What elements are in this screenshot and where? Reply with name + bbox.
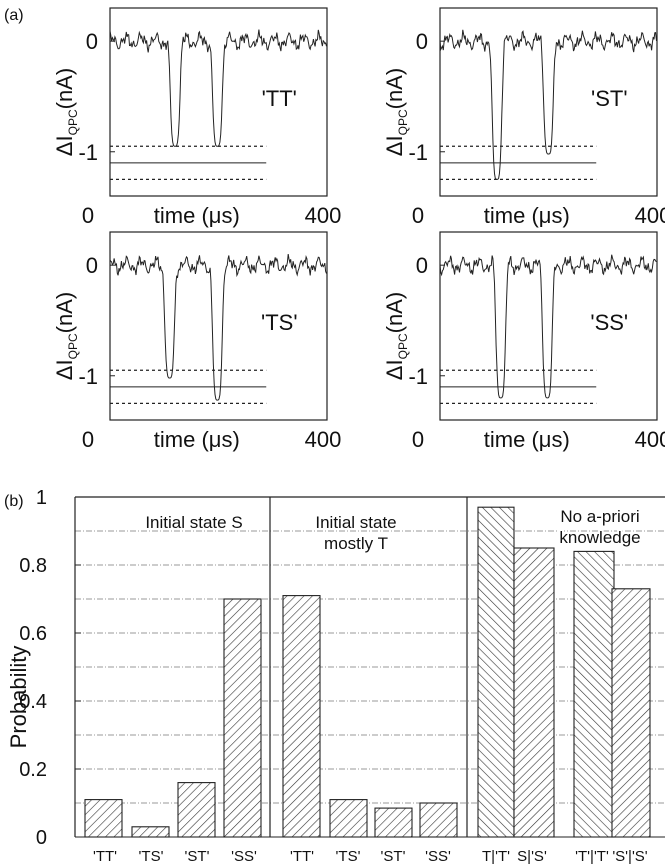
y-axis-label: ΔIQPC(nA) <box>382 292 410 380</box>
y-tick-label: -1 <box>78 140 98 165</box>
bar-group-2: 'TT' 'TS' 'ST' 'SS' Initial state mostly T <box>282 513 458 865</box>
x-axis-label: time (μs) <box>484 203 570 228</box>
plot-frame <box>439 7 658 197</box>
category-label: 'TS' <box>139 848 164 865</box>
panel-label-b: (b) <box>4 493 24 510</box>
trace-panel-4: 0 -1 0 400 time (μs) ΔIQPC(nA) 'SS' <box>382 231 665 452</box>
current-trace <box>439 254 657 399</box>
category-label: 'SS' <box>231 848 257 865</box>
category-label: 'ST' <box>185 848 210 865</box>
group-title: mostly T <box>324 534 388 553</box>
y-axis-label: Probability <box>6 646 31 749</box>
x-tick-label: 0 <box>412 427 424 452</box>
y-axis-label-main: ΔI <box>52 135 77 156</box>
x-tick-label: 400 <box>305 203 342 228</box>
trace-label: 'TT' <box>262 86 297 111</box>
bar <box>131 826 170 838</box>
current-trace <box>109 254 327 401</box>
y-axis-label-unit: (nA) <box>382 68 407 110</box>
y-tick-label: -1 <box>408 364 428 389</box>
y-axis-label: ΔIQPC(nA) <box>52 292 80 380</box>
y-axis-label-unit: (nA) <box>52 292 77 334</box>
bar-group-3: T|'T' S|'S' 'T'|'T' 'S'|'S' No a-priori knowl… <box>477 506 651 865</box>
x-axis-label: time (μs) <box>484 427 570 452</box>
bar <box>84 799 123 838</box>
y-tick-label: 1 <box>36 487 47 509</box>
plot-frame <box>109 231 328 421</box>
trace-panel-3: 0 -1 0 400 time (μs) ΔIQPC(nA) 'TS' <box>52 231 342 452</box>
x-tick-label: 0 <box>412 203 424 228</box>
x-tick-label: 400 <box>305 427 342 452</box>
x-tick-label: 400 <box>635 203 665 228</box>
y-axis-label-sub: QPC <box>66 333 80 359</box>
bar <box>477 506 515 838</box>
y-tick-label: 0.8 <box>19 555 47 577</box>
y-axis-label-unit: (nA) <box>52 68 77 110</box>
y-axis-label-main: ΔI <box>382 359 407 380</box>
probability-bar-chart: 0 0.2 0.4 0.6 0.8 1 Probability 'TT' 'TS' 'ST' 'SS… <box>6 487 665 865</box>
plot-frame <box>109 7 328 197</box>
bar <box>611 588 651 838</box>
bar <box>223 598 262 838</box>
category-label: S|'S' <box>517 848 547 865</box>
category-label: 'TT' <box>290 848 314 865</box>
y-axis-label-sub: QPC <box>396 109 410 135</box>
bar <box>374 807 413 838</box>
trace-label: 'ST' <box>591 86 628 111</box>
group-title: Initial state <box>315 513 396 532</box>
group-title: knowledge <box>559 528 640 547</box>
bar <box>573 550 615 838</box>
category-label: 'T'|'T' <box>575 848 609 865</box>
current-trace <box>109 29 327 147</box>
group-title: No a-priori <box>560 507 639 526</box>
y-tick-label: 0 <box>86 29 98 54</box>
x-tick-label: 400 <box>635 427 665 452</box>
y-axis-label-sub: QPC <box>66 109 80 135</box>
trace-label: 'SS' <box>590 310 628 335</box>
x-tick-label: 0 <box>82 427 94 452</box>
y-axis-label: ΔIQPC(nA) <box>382 68 410 156</box>
y-tick-label: 0 <box>416 29 428 54</box>
category-label: 'ST' <box>381 848 406 865</box>
bar-group-1: 'TT' 'TS' 'ST' 'SS' Initial state S <box>84 513 262 865</box>
y-tick-label: 0 <box>86 253 98 278</box>
y-tick-label: -1 <box>408 140 428 165</box>
y-axis-label-sub: QPC <box>396 333 410 359</box>
y-axis-label-unit: (nA) <box>382 292 407 334</box>
y-tick-label: -1 <box>78 364 98 389</box>
category-label: 'TT' <box>93 848 117 865</box>
category-label: 'S'|'S' <box>612 848 647 865</box>
current-trace <box>439 29 657 180</box>
group-title: Initial state S <box>145 513 242 532</box>
x-axis-label: time (μs) <box>154 427 240 452</box>
category-label: T|'T' <box>482 848 510 865</box>
y-axis-label: ΔIQPC(nA) <box>52 68 80 156</box>
bar <box>282 595 321 838</box>
trace-panel-2: 0 -1 0 400 time (μs) ΔIQPC(nA) 'ST' <box>382 7 665 228</box>
trace-label: 'TS' <box>261 310 298 335</box>
bar <box>419 802 458 838</box>
panel-label-a: (a) <box>4 7 24 24</box>
y-tick-label: 0 <box>36 827 47 849</box>
y-tick-label: 0.6 <box>19 623 47 645</box>
y-tick-label: 0.4 <box>19 691 47 713</box>
x-axis-label: time (μs) <box>154 203 240 228</box>
bar <box>329 799 368 838</box>
y-tick-label: 0.2 <box>19 759 47 781</box>
y-axis-label-main: ΔI <box>382 135 407 156</box>
trace-panel-1: 0 -1 0 400 time (μs) ΔIQPC(nA) 'TT' <box>52 7 342 228</box>
x-tick-label: 0 <box>82 203 94 228</box>
category-label: 'TS' <box>336 848 361 865</box>
bar <box>513 547 555 838</box>
category-label: 'SS' <box>425 848 451 865</box>
plot-frame <box>439 231 658 421</box>
bar <box>177 782 216 838</box>
y-tick-label: 0 <box>416 253 428 278</box>
y-axis-label-main: ΔI <box>52 359 77 380</box>
